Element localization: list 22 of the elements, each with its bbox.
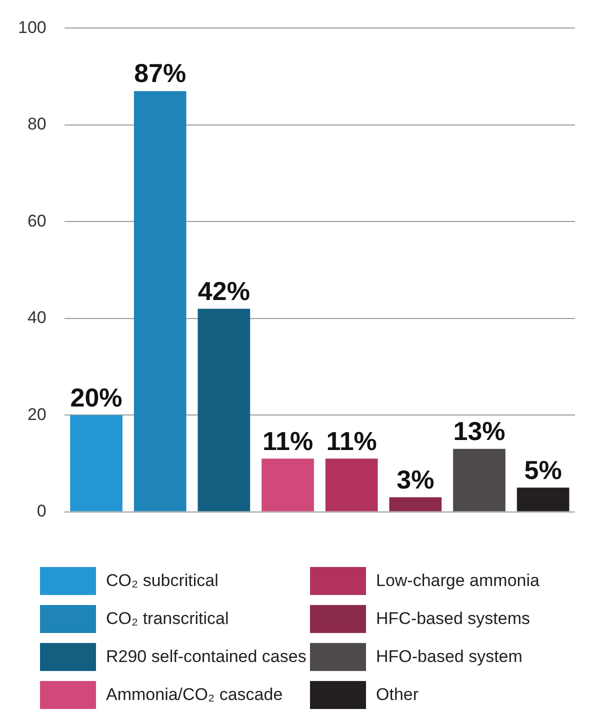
data-label: 11% <box>262 426 314 456</box>
y-tick-label: 60 <box>27 211 46 230</box>
y-tick-label: 80 <box>27 114 46 134</box>
data-label: 87% <box>134 58 186 88</box>
legend-label: R290 self-contained cases <box>106 647 306 667</box>
y-tick-label: 40 <box>27 308 46 328</box>
y-tick-label: 0 <box>36 501 46 520</box>
legend-label: Low-charge ammonia <box>376 571 540 591</box>
legend-label: Other <box>376 685 419 705</box>
data-label: 20% <box>70 382 122 412</box>
data-label: 3% <box>396 464 434 494</box>
legend-label: HFC-based systems <box>376 609 530 629</box>
data-label: 5% <box>524 454 562 485</box>
data-label: 11% <box>326 426 377 456</box>
legend-label: HFO-based system <box>376 647 522 667</box>
legend-label: CO₂ transcritical <box>106 609 229 629</box>
data-label: 13% <box>453 416 506 446</box>
y-tick-label: 100 <box>18 18 46 37</box>
legend-label: Ammonia/CO₂ cascade <box>106 685 283 705</box>
legend-label: CO₂ subcritical <box>106 571 218 591</box>
y-tick-label: 20 <box>27 404 46 424</box>
data-label: 42% <box>198 276 250 306</box>
